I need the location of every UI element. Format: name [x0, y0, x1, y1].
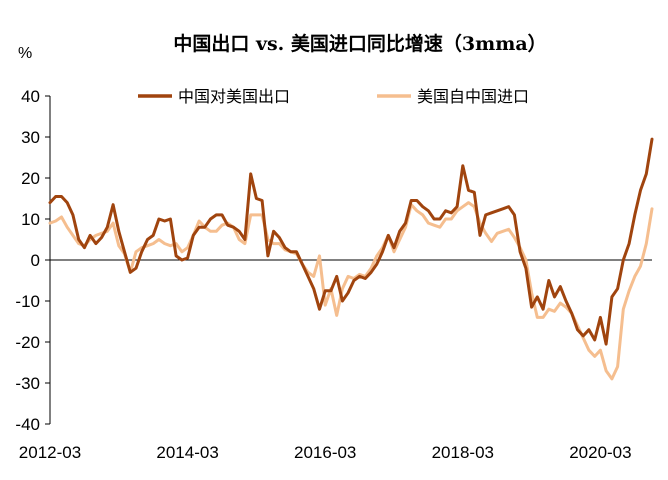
- x-tick-label: 2014-03: [156, 443, 218, 462]
- legend: 中国对美国出口 美国自中国进口: [138, 87, 529, 106]
- y-axis-unit-label: %: [18, 45, 32, 62]
- y-tick-label: 40: [21, 87, 40, 106]
- y-tick-label: 10: [21, 210, 40, 229]
- y-tick-label: 20: [21, 169, 40, 188]
- x-tick-label: 2018-03: [432, 443, 494, 462]
- y-tick-label: 30: [21, 128, 40, 147]
- legend-label-china-exports-to-us: 中国对美国出口: [178, 87, 290, 106]
- legend-label-us-imports-from-china: 美国自中国进口: [417, 87, 529, 106]
- y-tick-label: -20: [15, 333, 40, 352]
- y-tick-label: -40: [15, 415, 40, 434]
- x-tick-label: 2020-03: [569, 443, 631, 462]
- x-tick-label: 2012-03: [19, 443, 81, 462]
- x-tick-label: 2016-03: [294, 443, 356, 462]
- plot-area: [48, 137, 654, 381]
- y-tick-label: -30: [15, 374, 40, 393]
- x-axis: 2012-03 2014-03 2016-03 2018-03 2020-03: [19, 259, 652, 462]
- chart-title: 中国出口 vs. 美国进口同比增速（3mma）: [173, 32, 546, 55]
- y-tick-label: -10: [15, 292, 40, 311]
- series-line-us-imports-from-china: [48, 201, 654, 381]
- series-line-china-exports-to-us: [48, 137, 654, 346]
- y-axis: -40 -30 -20 -10 0 10 20 30 40: [15, 87, 51, 434]
- y-tick-label: 0: [31, 251, 40, 270]
